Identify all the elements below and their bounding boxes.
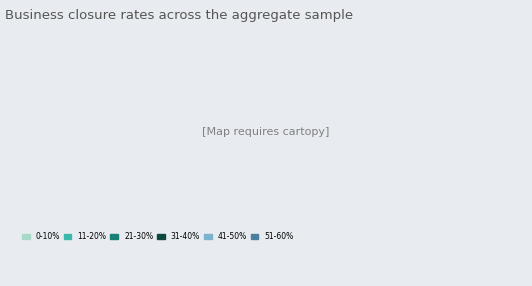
Text: Business closure rates across the aggregate sample: Business closure rates across the aggreg…: [5, 9, 353, 21]
Text: [Map requires cartopy]: [Map requires cartopy]: [202, 127, 330, 137]
Legend: 0-10%, 11-20%, 21-30%, 31-40%, 41-50%, 51-60%: 0-10%, 11-20%, 21-30%, 31-40%, 41-50%, 5…: [19, 229, 297, 244]
